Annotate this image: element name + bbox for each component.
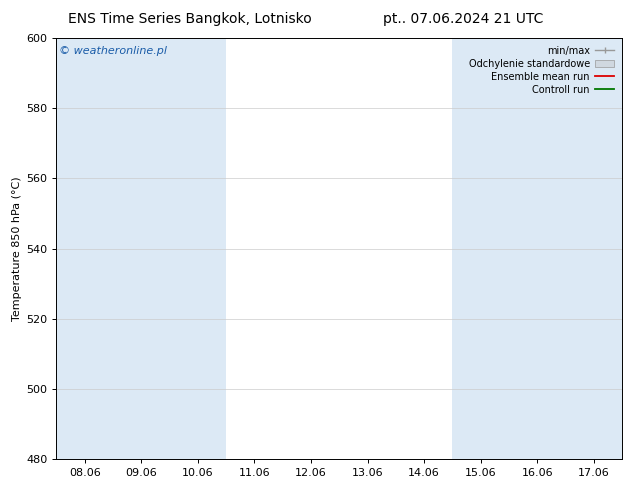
Bar [113,38,169,459]
Legend: min/max, Odchylenie standardowe, Ensemble mean run, Controll run: min/max, Odchylenie standardowe, Ensembl… [466,43,617,98]
Bar [452,38,509,459]
Bar [56,38,113,459]
Bar [169,38,226,459]
Text: pt.. 07.06.2024 21 UTC: pt.. 07.06.2024 21 UTC [383,12,543,26]
Bar [509,38,566,459]
Bar [566,38,622,459]
Y-axis label: Temperature 850 hPa (°C): Temperature 850 hPa (°C) [12,176,22,321]
Text: ENS Time Series Bangkok, Lotnisko: ENS Time Series Bangkok, Lotnisko [68,12,312,26]
Text: © weatheronline.pl: © weatheronline.pl [59,47,167,56]
